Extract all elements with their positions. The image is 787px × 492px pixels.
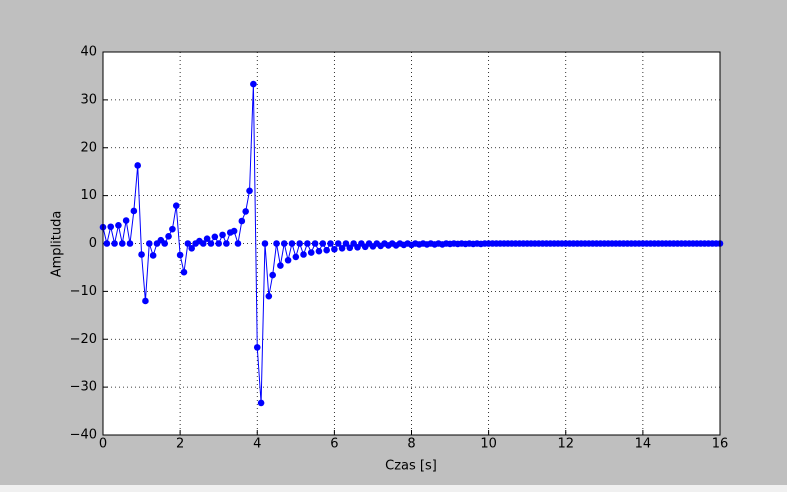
x-tick-label: 0	[99, 437, 107, 452]
data-point	[118, 240, 126, 247]
data-point	[250, 80, 257, 88]
data-point	[304, 240, 311, 247]
data-point	[184, 240, 192, 247]
data-point	[223, 240, 230, 247]
data-point	[180, 268, 188, 276]
y-tick-label: 30	[80, 92, 97, 107]
data-point	[319, 240, 327, 247]
data-point	[169, 225, 176, 233]
data-point	[172, 202, 180, 209]
data-point	[145, 240, 153, 247]
data-point	[138, 251, 145, 258]
data-point	[257, 399, 265, 407]
data-point	[292, 253, 300, 261]
data-point	[269, 271, 276, 279]
y-tick-label: −10	[70, 284, 97, 299]
data-point	[107, 223, 115, 231]
data-point	[246, 187, 253, 195]
data-point	[300, 251, 307, 258]
data-point	[242, 208, 249, 215]
data-point	[188, 244, 195, 252]
x-tick-label: 12	[557, 437, 574, 452]
plot-frame	[102, 51, 721, 436]
data-point	[253, 344, 261, 351]
data-point	[311, 240, 319, 247]
data-point	[111, 240, 118, 247]
data-point	[342, 240, 350, 247]
data-point	[265, 292, 273, 300]
data-point	[176, 251, 184, 259]
data-point	[288, 240, 296, 247]
y-tick-label: 40	[80, 45, 97, 60]
data-point	[207, 240, 215, 247]
y-tick-label: 20	[80, 140, 97, 155]
data-point	[199, 240, 207, 247]
y-tick-label: 0	[89, 236, 97, 251]
y-tick-label: 10	[80, 188, 97, 203]
data-point	[149, 252, 157, 259]
data-point	[219, 231, 226, 239]
data-point	[203, 235, 211, 243]
x-tick-label: 16	[712, 437, 729, 452]
x-tick-label: 2	[176, 437, 184, 452]
x-tick-label: 6	[330, 437, 338, 452]
data-point	[211, 233, 219, 241]
data-point	[323, 246, 330, 254]
data-point	[277, 262, 284, 269]
data-point	[315, 247, 323, 255]
x-tick-label: 4	[253, 437, 261, 452]
y-tick-label: −20	[70, 332, 97, 347]
y-axis-label: Amplituda	[50, 211, 65, 278]
data-point	[103, 240, 111, 247]
data-point	[261, 240, 269, 247]
data-point	[142, 297, 149, 305]
data-point	[165, 233, 172, 240]
data-point	[334, 240, 342, 247]
data-point	[273, 240, 280, 247]
data-point	[122, 217, 130, 224]
data-point	[338, 244, 346, 252]
data-point	[238, 217, 246, 225]
data-point	[134, 162, 142, 169]
data-point	[215, 240, 222, 247]
data-point	[327, 240, 334, 247]
data-point	[331, 245, 338, 253]
x-axis-label: Czas [s]	[385, 459, 437, 474]
x-tick-label: 14	[635, 437, 652, 452]
data-point	[115, 222, 122, 229]
data-point	[284, 256, 292, 264]
data-point	[130, 207, 138, 215]
data-point	[126, 240, 134, 247]
x-tick-label: 8	[407, 437, 415, 452]
data-point	[280, 240, 288, 247]
data-point	[346, 244, 354, 252]
x-tick-label: 10	[480, 437, 497, 452]
data-point	[230, 227, 238, 235]
data-point	[307, 249, 315, 256]
y-tick-label: −40	[70, 428, 97, 443]
data-point	[161, 240, 168, 247]
data-point	[234, 240, 242, 247]
data-point	[296, 240, 303, 247]
y-tick-label: −30	[70, 380, 97, 395]
